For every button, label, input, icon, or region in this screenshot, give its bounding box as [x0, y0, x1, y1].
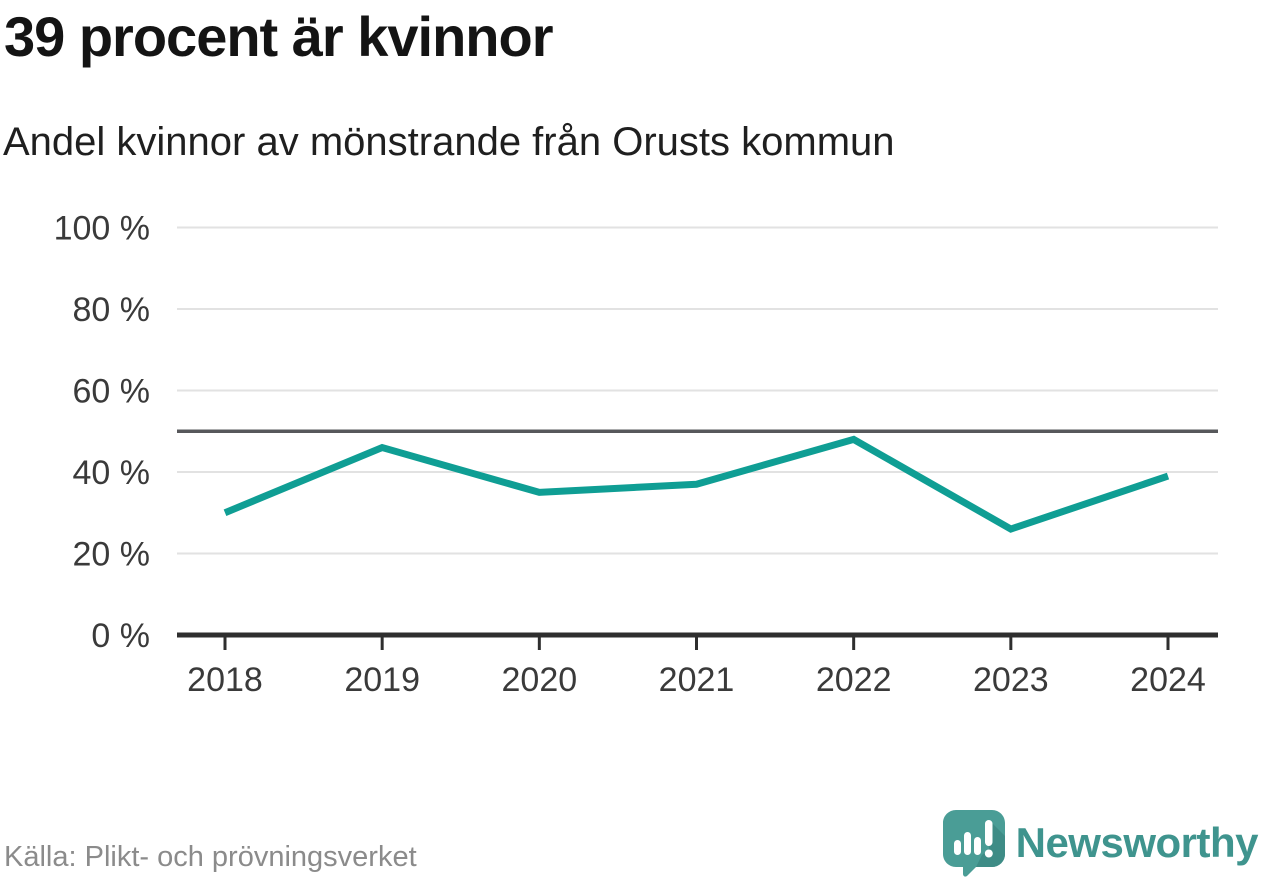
source-note: Källa: Plikt- och prövningsverket — [4, 841, 417, 873]
newsworthy-logo-icon — [942, 810, 1005, 877]
bar-1 — [953, 840, 961, 855]
y-tick-label: 80 % — [73, 291, 151, 329]
y-tick-label: 0 % — [91, 617, 150, 655]
newsworthy-wordmark: Newsworthy — [1015, 819, 1259, 866]
x-tick-label: 2019 — [344, 661, 420, 699]
exclamation-bar — [984, 820, 993, 846]
x-tick-label: 2018 — [187, 661, 263, 699]
bar-3 — [973, 837, 981, 855]
y-tick-label: 40 % — [73, 454, 151, 492]
data-line — [223, 435, 1170, 533]
x-tick-label: 2020 — [502, 661, 578, 699]
bar-chart-glyph — [953, 832, 981, 855]
newsworthy-logo: Newsworthy — [942, 808, 1259, 878]
x-tick-label: 2024 — [1130, 661, 1206, 699]
exclamation-glyph — [984, 820, 993, 858]
x-tick-label: 2021 — [659, 661, 735, 699]
exclamation-dot — [984, 849, 993, 858]
chart-title: 39 procent är kvinnor — [4, 5, 554, 68]
y-tick-label: 20 % — [73, 536, 151, 574]
bar-2 — [963, 832, 971, 855]
y-tick-label: 100 % — [54, 210, 150, 248]
chart-subtitle: Andel kvinnor av mönstrande från Orusts … — [3, 120, 895, 164]
y-tick-label: 60 % — [73, 373, 151, 411]
x-tick-label: 2023 — [973, 661, 1049, 699]
x-tick-label: 2022 — [816, 661, 892, 699]
